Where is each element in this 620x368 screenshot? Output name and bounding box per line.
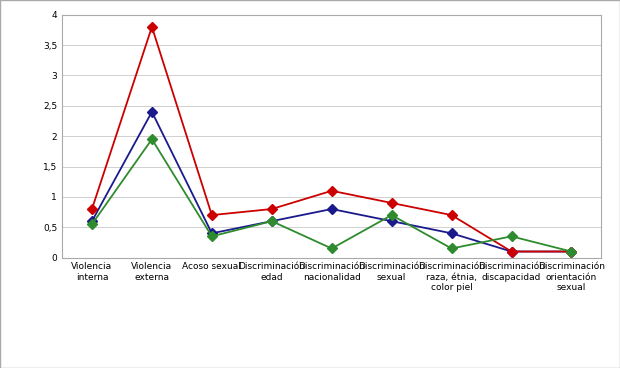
VII ENCT (2012) [268,219,275,223]
VI ENCT (2007) [388,201,396,205]
V ENCT (2003) [268,219,275,223]
VII ENCT (2012) [448,231,455,236]
VI ENCT (2007) [88,207,95,211]
VI ENCT (2007) [448,213,455,217]
V ENCT (2003) [448,246,455,251]
V ENCT (2003) [88,222,95,226]
VII ENCT (2012) [88,219,95,223]
VI ENCT (2007) [328,188,335,193]
V ENCT (2003) [508,234,515,238]
VI ENCT (2007) [208,213,216,217]
VII ENCT (2012) [208,231,216,236]
VI ENCT (2007) [148,25,156,29]
V ENCT (2003) [208,234,216,238]
V ENCT (2003) [148,137,156,141]
VI ENCT (2007) [568,250,575,254]
VII ENCT (2012) [328,207,335,211]
VII ENCT (2012) [568,250,575,254]
VII ENCT (2012) [388,219,396,223]
Line: VII ENCT (2012): VII ENCT (2012) [89,109,575,255]
Line: VI ENCT (2007): VI ENCT (2007) [89,24,575,255]
VII ENCT (2012) [508,250,515,254]
Line: V ENCT (2003): V ENCT (2003) [89,136,575,255]
V ENCT (2003) [328,246,335,251]
VI ENCT (2007) [268,207,275,211]
VI ENCT (2007) [508,250,515,254]
VII ENCT (2012) [148,110,156,114]
V ENCT (2003) [388,213,396,217]
V ENCT (2003) [568,250,575,254]
